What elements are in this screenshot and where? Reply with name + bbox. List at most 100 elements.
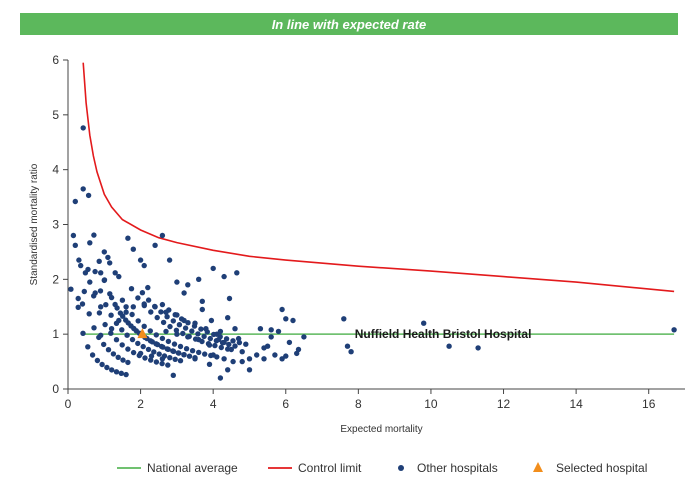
hospital-point — [230, 358, 236, 365]
hospital-point — [85, 344, 91, 350]
hospital-point — [226, 341, 232, 348]
hospital-point — [264, 343, 271, 349]
hospital-point — [196, 349, 202, 356]
hospital-point — [196, 336, 202, 343]
x-tick-label: 2 — [137, 397, 144, 411]
hospital-point — [348, 349, 354, 355]
hospital-point — [145, 284, 151, 291]
hospital-point — [148, 353, 155, 359]
hospital-point — [301, 334, 307, 340]
hospital-point — [80, 125, 86, 131]
hospital-point — [189, 328, 195, 334]
hospital-point — [102, 321, 108, 328]
hospital-point — [174, 279, 180, 285]
hospital-point — [119, 327, 125, 333]
hospital-point — [159, 232, 166, 239]
hospital-point — [153, 332, 159, 338]
hospital-point — [208, 317, 215, 324]
hospital-point — [158, 343, 165, 350]
hospital-point — [129, 336, 136, 343]
hospital-point — [186, 353, 193, 359]
hospital-point — [128, 286, 135, 292]
hospital-point — [112, 270, 118, 276]
hospital-point — [151, 349, 157, 355]
control-limit-line — [82, 62, 675, 293]
hospital-point — [221, 356, 227, 362]
hospital-point — [153, 359, 160, 365]
hospital-point — [75, 295, 81, 302]
hospital-point — [341, 316, 347, 322]
hospital-point — [114, 305, 120, 311]
hospital-point — [91, 325, 97, 331]
hospital-point — [239, 349, 245, 355]
hospital-point — [125, 346, 131, 352]
hospital-point — [86, 311, 92, 317]
hospital-point — [159, 360, 165, 367]
hospital-point — [177, 358, 184, 364]
hospital-point — [176, 322, 183, 328]
hospital-point — [147, 328, 153, 334]
hospital-point — [175, 350, 181, 356]
hospital-point — [174, 312, 180, 318]
hospital-point — [80, 330, 86, 336]
legend-control-limit-label: Control limit — [298, 461, 362, 475]
legend-item-national-average: National average — [117, 461, 238, 475]
hospital-point — [105, 254, 111, 261]
hospital-point — [159, 335, 166, 342]
hospital-point — [167, 355, 173, 361]
hospital-point — [107, 260, 113, 266]
hospital-point — [108, 326, 115, 332]
other-hospitals-points — [68, 125, 677, 381]
hospital-point — [228, 346, 234, 353]
hospital-point — [78, 262, 84, 269]
selected-hospital-marker — [137, 328, 148, 339]
hospital-point — [120, 357, 126, 363]
hospital-point — [72, 198, 79, 205]
hospital-point — [104, 364, 110, 371]
hospital-point — [123, 309, 129, 315]
hospital-point — [198, 326, 204, 332]
legend-other-hospitals-swatch — [398, 465, 404, 471]
hospital-point — [103, 302, 109, 308]
hospital-point — [163, 309, 169, 315]
hospital-point — [97, 288, 104, 294]
hospital-point — [279, 356, 285, 362]
hospital-point — [164, 314, 170, 320]
hospital-point — [142, 355, 148, 361]
hospital-point — [185, 282, 191, 288]
hospital-point — [202, 351, 208, 357]
hospital-point — [108, 330, 114, 336]
hospital-point — [80, 186, 86, 192]
hospital-point — [153, 341, 159, 347]
hospital-point — [290, 317, 296, 324]
hospital-point — [130, 349, 137, 356]
hospital-point — [195, 331, 201, 337]
hospital-point — [181, 317, 187, 324]
hospital-point — [171, 341, 178, 347]
hospital-point — [225, 367, 231, 373]
hospital-point — [75, 304, 81, 310]
hospital-point — [81, 288, 88, 295]
hospital-point — [210, 265, 216, 272]
hospital-point — [185, 334, 191, 340]
hospital-point — [99, 361, 105, 368]
hospital-point — [268, 334, 274, 340]
hospital-point — [165, 338, 172, 345]
hospital-point — [239, 358, 245, 365]
hospital-point — [135, 340, 141, 347]
hospital-point — [181, 290, 187, 296]
hospital-point — [199, 306, 205, 313]
hospital-point — [236, 339, 243, 346]
hospital-point — [115, 354, 121, 360]
hospital-point — [261, 356, 267, 362]
hospital-point — [164, 346, 170, 352]
hospital-point — [141, 262, 147, 269]
hospital-point — [189, 348, 196, 354]
hospital-point — [254, 352, 260, 358]
legend-item-selected-hospital: Selected hospital — [533, 461, 647, 475]
hospital-point — [98, 332, 104, 338]
hospital-point — [87, 279, 93, 285]
hospital-point — [119, 342, 125, 348]
hospital-point — [286, 339, 293, 346]
hospital-point — [68, 286, 74, 292]
